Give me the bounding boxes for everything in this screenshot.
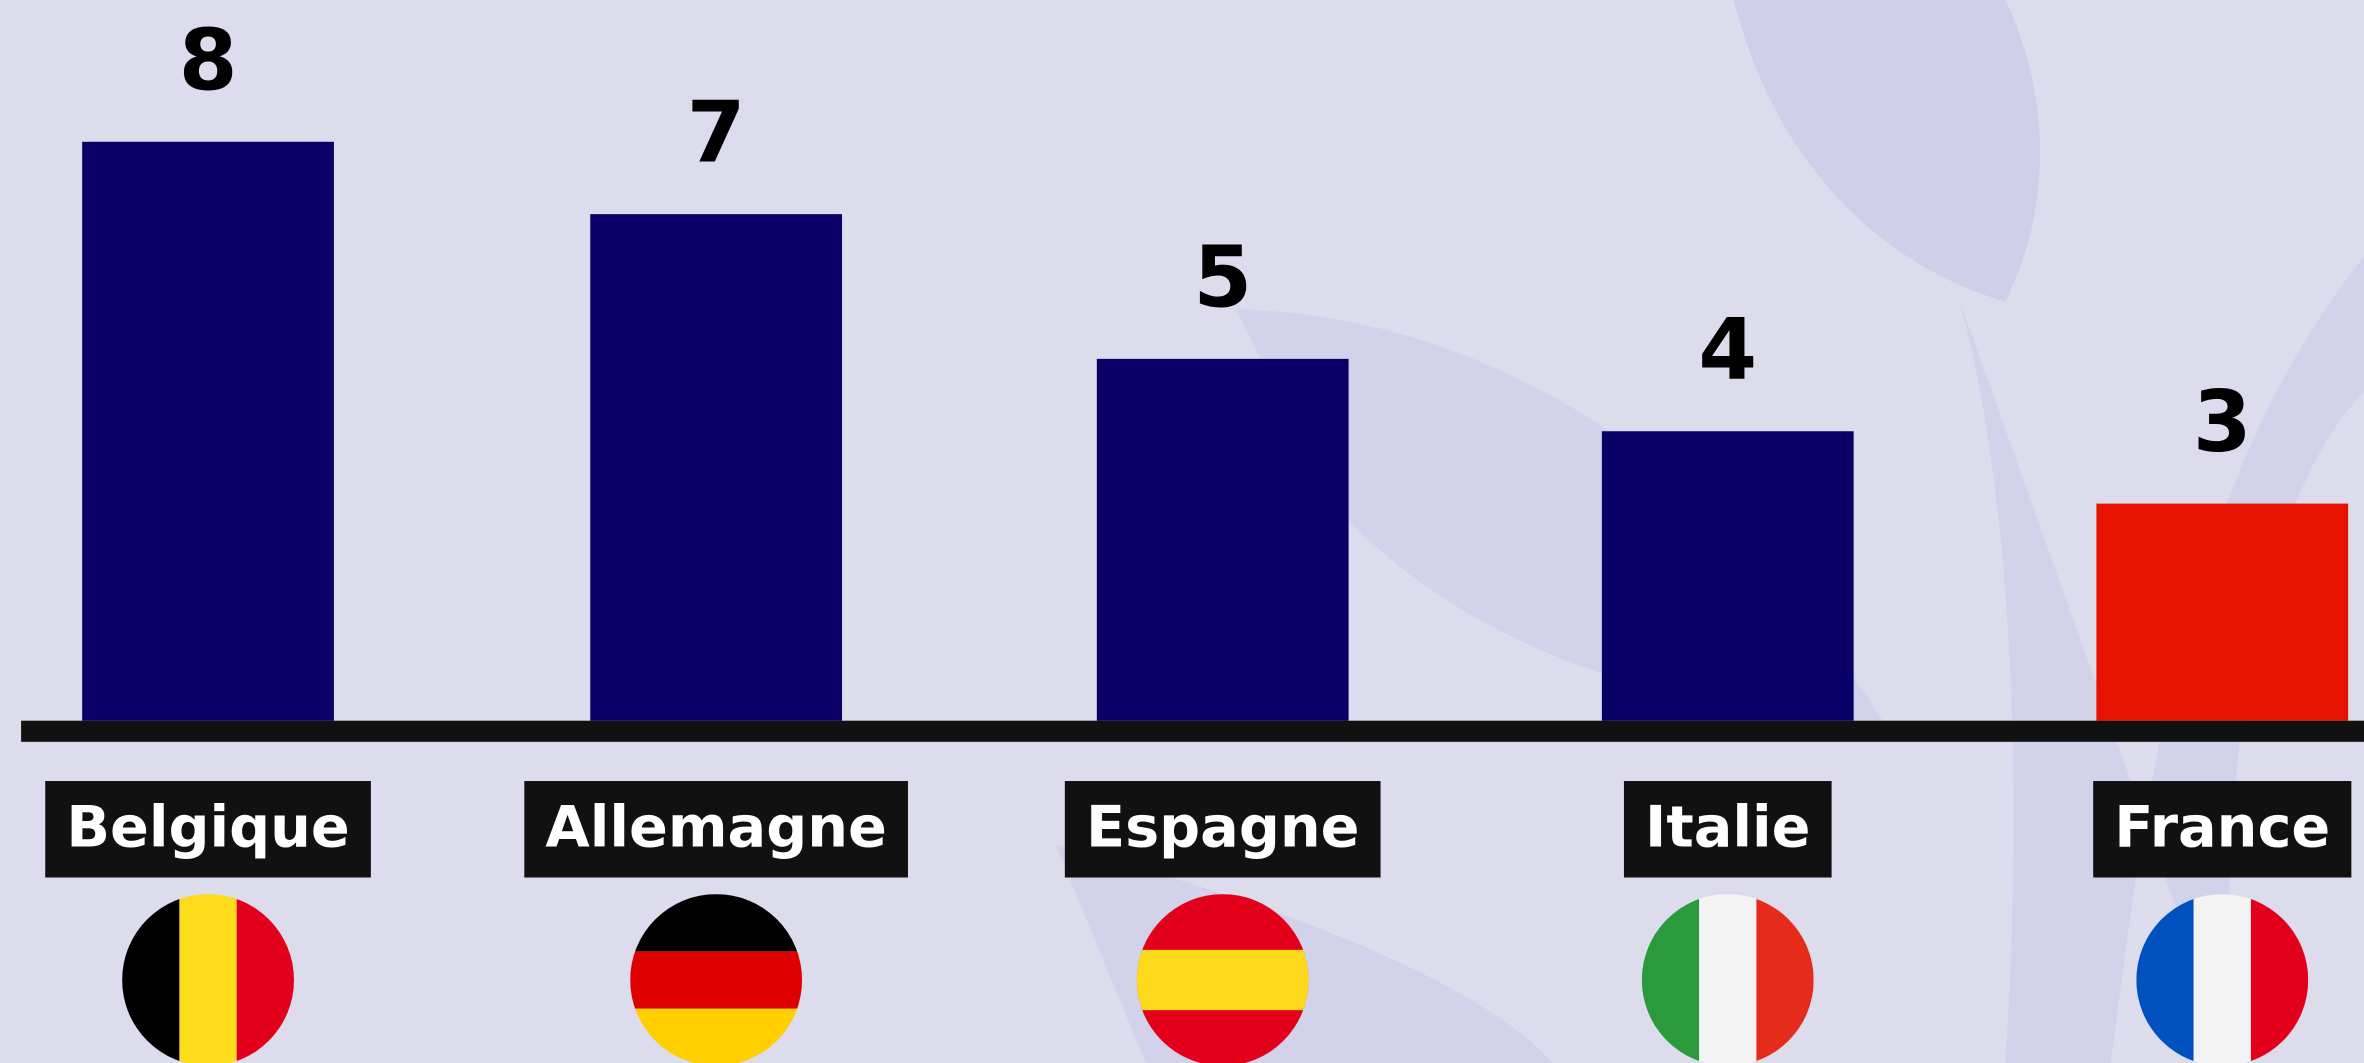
flag-france xyxy=(2136,894,2309,1063)
labels: Belgique Allemagne Espagne Italie France xyxy=(45,781,2352,878)
value-label: 4 xyxy=(1698,301,1757,399)
category-label: Italie xyxy=(1645,793,1810,860)
baseline xyxy=(21,720,2364,742)
value-label: 5 xyxy=(1193,228,1252,326)
bar xyxy=(590,214,843,721)
bar xyxy=(82,141,334,721)
category-label: Allemagne xyxy=(545,793,886,860)
flag-belgium xyxy=(122,894,294,1063)
flag-italy xyxy=(1641,894,1814,1063)
value-label: 3 xyxy=(2193,373,2252,471)
category-box xyxy=(45,781,371,878)
flag-germany xyxy=(630,894,803,1063)
bars: 8 7 5 4 3 xyxy=(82,11,2349,721)
category-box xyxy=(1623,781,1832,878)
bar xyxy=(1601,431,1854,721)
category-box xyxy=(2093,781,2352,878)
category-box xyxy=(524,781,908,878)
bg-shape xyxy=(1959,256,2364,1063)
category-box xyxy=(1064,781,1381,878)
value-label: 7 xyxy=(687,84,746,182)
flag-spain xyxy=(1136,894,1309,1063)
category-label: France xyxy=(2114,793,2330,860)
category-label: Espagne xyxy=(1086,793,1360,860)
value-label: 8 xyxy=(179,11,238,109)
bg-shape xyxy=(1733,0,2040,302)
bar xyxy=(1096,358,1349,721)
category-label: Belgique xyxy=(66,793,349,860)
flags xyxy=(122,894,2309,1063)
bar xyxy=(2096,503,2349,721)
